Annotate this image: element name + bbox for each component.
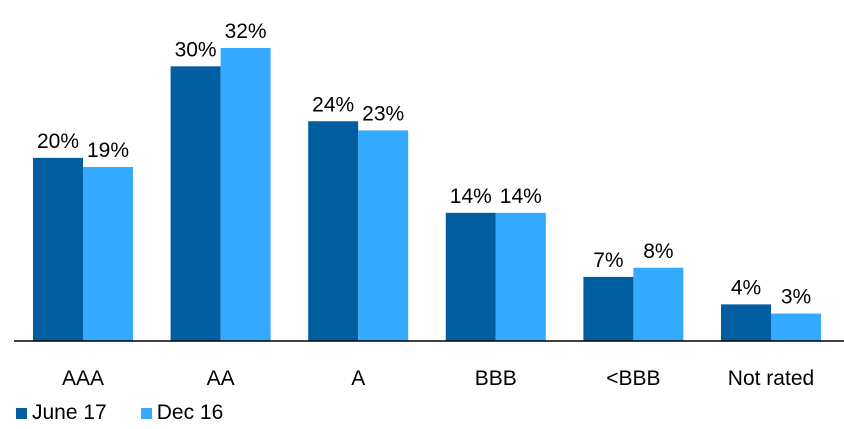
category-label-1: AAA [62, 367, 104, 390]
legend-swatch-series-1 [16, 407, 27, 419]
category-labels-group: AAA AA A BBB <BBB Not rated [62, 367, 814, 390]
bar-2-2 [220, 48, 271, 341]
category-label-3: A [351, 367, 365, 390]
bar-2-4 [495, 212, 546, 341]
bar-1-5 [583, 276, 634, 341]
legend-label-series-1: June 17 [32, 401, 107, 424]
value-label-1-4: 14% [450, 185, 492, 208]
value-label-1-2: 30% [175, 38, 217, 61]
value-label-1-1: 20% [37, 130, 79, 153]
value-label-2-5: 8% [643, 240, 673, 263]
value-label-1-6: 4% [731, 276, 761, 299]
category-label-6: Not rated [728, 367, 814, 390]
bar-2-3 [358, 130, 409, 341]
value-labels-group: 20% 19% 30% 32% 24% 23% 14% 14% 7% 8% 4% 3% [37, 20, 811, 309]
bar-2-1 [83, 167, 133, 341]
value-label-1-3: 24% [312, 93, 354, 116]
bar-2-6 [771, 313, 821, 341]
category-label-2: AA [207, 367, 235, 390]
bar-2-5 [633, 267, 684, 341]
legend-swatch-series-2 [140, 407, 152, 419]
value-label-2-6: 3% [781, 286, 811, 309]
value-label-2-2: 32% [225, 20, 267, 43]
legend-item-series-2: Dec 16 [140, 401, 224, 425]
legend-item-series-1: June 17 [16, 401, 107, 425]
category-label-5: <BBB [606, 367, 660, 390]
bar-1-3 [308, 121, 359, 341]
value-label-2-3: 23% [362, 102, 404, 125]
bar-1-2 [170, 66, 221, 341]
category-label-4: BBB [475, 367, 517, 390]
bar-1-4 [445, 212, 496, 341]
bars-group [33, 48, 821, 341]
value-label-2-1: 19% [87, 139, 129, 162]
legend: June 17 Dec 16 [16, 398, 257, 428]
value-label-2-4: 14% [500, 185, 542, 208]
bar-1-6 [721, 304, 771, 341]
legend-label-series-2: Dec 16 [156, 401, 224, 424]
bar-1-1 [33, 157, 83, 341]
value-label-1-5: 7% [593, 249, 623, 272]
